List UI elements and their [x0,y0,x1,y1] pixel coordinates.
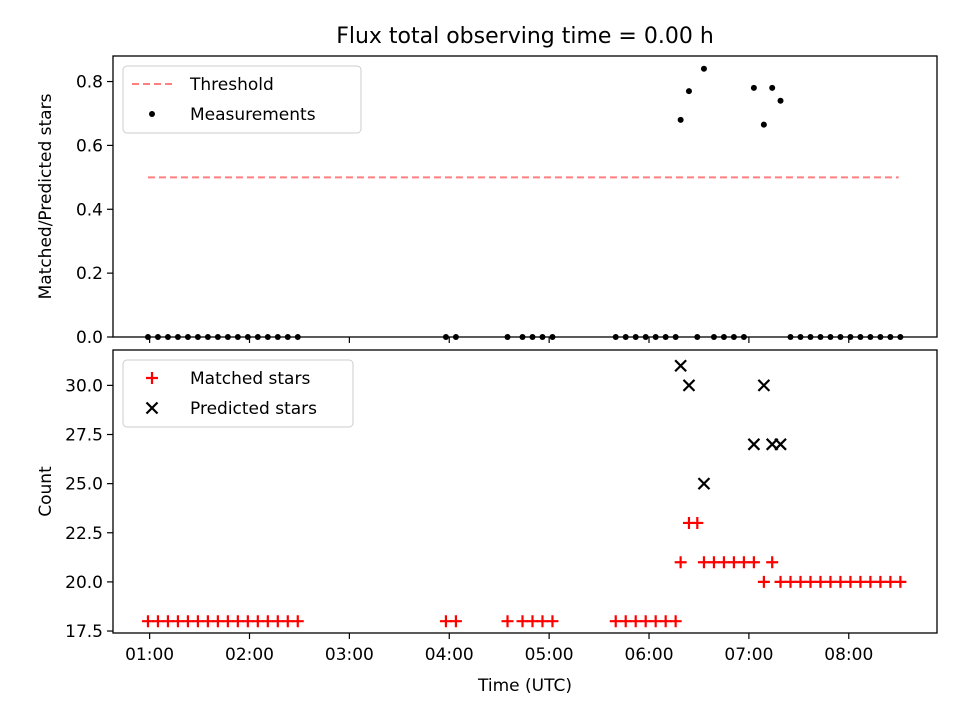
matched-star-marker [501,615,514,628]
legend-label: Measurements [190,105,316,125]
chart-title: Flux total observing time = 0.00 h [336,24,714,49]
legend-predicted-swatch [145,401,159,415]
measurement-point [700,65,707,72]
y-tick-label: 27.5 [65,426,103,446]
measurement-point [750,84,757,91]
predicted-star-marker [757,379,771,392]
x-tick-label: 03:00 [325,645,374,665]
x-tick-label: 05:00 [525,645,574,665]
legend-label: Predicted stars [190,399,317,419]
plot-frame [112,55,938,338]
top-panel: 0.0 0.2 0.4 0.6 0.8 Matched/Predicted stars Th… [36,55,938,348]
measurement-point [685,88,692,95]
measurement-point [777,97,784,104]
measurement-point [677,116,684,123]
y-tick-label: 0.2 [76,264,103,284]
y-tick-label: 20.0 [65,573,103,593]
x-tick-label: 02:00 [225,645,274,665]
x-tick-label: 06:00 [625,645,674,665]
y-tick-label: 0.6 [76,136,103,156]
legend-box [122,65,362,134]
y-tick-label: 22.5 [65,524,103,544]
legend-label: Threshold [189,75,274,95]
y-tick-label: 0.0 [76,328,103,348]
x-tick-label: 08:00 [824,645,873,665]
y-axis-label: Matched/Predicted stars [36,93,56,299]
matched-star-marker [546,615,559,628]
matched-star-marker [894,575,907,588]
matched-star-marker [449,615,462,628]
legend-measurements-swatch [149,111,155,117]
measurement-point [769,84,776,91]
predicted-star-marker [674,359,687,372]
predicted-star-marker [774,438,787,451]
legend-matched-swatch [146,372,158,384]
matched-star-marker [747,556,760,569]
legend-box [122,359,354,428]
matched-star-marker [691,516,704,529]
predicted-star-marker [682,379,696,392]
matched-star-marker [291,615,304,628]
matched-star-marker [669,615,682,628]
bottom-panel: 17.5 20.0 22.5 25.0 27.5 30.0 01:00 02:00 03:00 0… [36,349,938,696]
legend-label: Matched stars [190,369,310,389]
x-axis-label: Time (UTC) [477,676,572,696]
y-tick-label: 25.0 [65,475,103,495]
y-tick-label: 0.8 [76,73,103,93]
y-tick-label: 17.5 [65,622,103,642]
matched-star-marker [766,556,779,569]
y-tick-label: 30.0 [65,376,103,396]
y-axis-label: Count [36,466,56,517]
x-tick-label: 04:00 [425,645,474,665]
measurement-point [760,121,767,128]
predicted-star-marker [747,438,761,451]
matched-star-marker [757,575,770,588]
x-tick-label: 01:00 [125,645,174,665]
matched-star-marker [674,556,687,569]
y-tick-label: 0.4 [76,200,103,220]
plot-frame [112,349,938,634]
predicted-star-marker [697,477,711,490]
x-tick-label: 07:00 [724,645,773,665]
